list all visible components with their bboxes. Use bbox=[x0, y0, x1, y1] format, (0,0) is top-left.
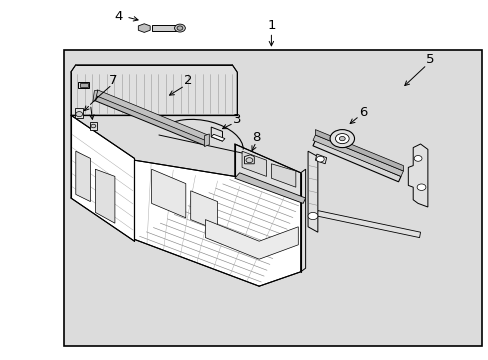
Polygon shape bbox=[190, 191, 217, 230]
Text: 3: 3 bbox=[232, 113, 241, 126]
Polygon shape bbox=[312, 140, 400, 182]
Text: 6: 6 bbox=[358, 106, 366, 119]
Text: 8: 8 bbox=[252, 131, 261, 144]
Circle shape bbox=[329, 130, 354, 148]
Polygon shape bbox=[95, 95, 207, 146]
Polygon shape bbox=[205, 220, 298, 259]
Polygon shape bbox=[244, 155, 254, 164]
Polygon shape bbox=[307, 151, 317, 232]
Circle shape bbox=[307, 212, 317, 220]
Circle shape bbox=[91, 124, 96, 128]
Polygon shape bbox=[204, 134, 209, 147]
Polygon shape bbox=[134, 160, 300, 286]
Polygon shape bbox=[76, 151, 90, 202]
Circle shape bbox=[416, 184, 425, 190]
Circle shape bbox=[335, 134, 348, 144]
Polygon shape bbox=[90, 122, 97, 130]
Circle shape bbox=[413, 156, 421, 161]
Polygon shape bbox=[315, 154, 326, 164]
Polygon shape bbox=[71, 115, 134, 241]
Polygon shape bbox=[271, 164, 295, 187]
Polygon shape bbox=[78, 82, 89, 88]
Polygon shape bbox=[300, 169, 305, 272]
Polygon shape bbox=[234, 144, 300, 202]
Polygon shape bbox=[95, 169, 115, 223]
Circle shape bbox=[245, 158, 252, 163]
Polygon shape bbox=[93, 90, 98, 102]
Circle shape bbox=[339, 136, 345, 141]
Polygon shape bbox=[211, 134, 224, 141]
Polygon shape bbox=[316, 211, 420, 238]
Polygon shape bbox=[80, 83, 87, 87]
Polygon shape bbox=[151, 169, 185, 218]
Polygon shape bbox=[151, 25, 176, 31]
Text: 1: 1 bbox=[266, 19, 275, 32]
Polygon shape bbox=[407, 144, 427, 207]
Polygon shape bbox=[315, 130, 403, 171]
Polygon shape bbox=[242, 151, 266, 176]
Circle shape bbox=[177, 26, 183, 30]
Polygon shape bbox=[138, 24, 150, 32]
Bar bbox=[63, 50, 481, 346]
Circle shape bbox=[174, 24, 185, 32]
Text: 4: 4 bbox=[115, 10, 123, 23]
Polygon shape bbox=[75, 108, 83, 118]
Text: 7: 7 bbox=[109, 75, 118, 87]
Polygon shape bbox=[71, 65, 237, 115]
Text: 5: 5 bbox=[425, 53, 434, 66]
Circle shape bbox=[316, 156, 324, 162]
Text: 2: 2 bbox=[183, 75, 192, 87]
Polygon shape bbox=[95, 90, 207, 140]
Circle shape bbox=[76, 112, 82, 117]
Polygon shape bbox=[211, 127, 222, 141]
Polygon shape bbox=[312, 135, 403, 176]
Polygon shape bbox=[234, 173, 305, 203]
